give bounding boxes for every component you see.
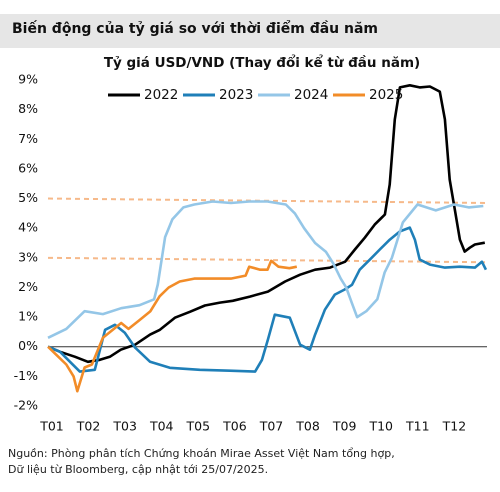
x-tick-label: T05 — [186, 419, 211, 434]
x-tick-label: T06 — [222, 419, 247, 434]
y-tick-label: 5% — [18, 190, 38, 205]
legend-label: 2023 — [219, 87, 253, 103]
series-line — [47, 84, 486, 364]
x-tick-label: T08 — [295, 419, 320, 434]
y-tick-label: 4% — [18, 220, 38, 235]
x-tick-label: T02 — [76, 419, 101, 434]
x-tick-label: T10 — [368, 419, 393, 434]
y-tick-label: 3% — [18, 249, 38, 264]
footer: Nguồn: Phòng phân tích Chứng khoán Mirae… — [8, 446, 395, 478]
footer-line: Dữ liệu từ Bloomberg, cập nhật tới 25/07… — [8, 463, 269, 476]
y-tick-label: 9% — [18, 72, 38, 87]
legend-label: 2024 — [294, 87, 328, 103]
x-tick-label: T09 — [332, 419, 357, 434]
x-tick-label: T04 — [149, 419, 174, 434]
y-tick-label: 0% — [18, 338, 38, 353]
series-line — [47, 259, 298, 393]
reference-line — [47, 256, 488, 264]
legend-label: 2022 — [144, 87, 178, 103]
y-tick-label: 6% — [18, 160, 38, 175]
y-tick-label: -1% — [14, 368, 38, 383]
x-tick-label: T03 — [112, 419, 137, 434]
y-tick-label: 2% — [18, 279, 38, 294]
y-tick-label: -2% — [14, 398, 38, 413]
chart: Tỷ giá USD/VND (Thay đổi kể từ đầu năm) … — [14, 54, 488, 434]
series-line — [47, 226, 488, 373]
footer-line: Nguồn: Phòng phân tích Chứng khoán Mirae… — [8, 447, 395, 460]
chart-title: Tỷ giá USD/VND (Thay đổi kể từ đầu năm) — [104, 54, 420, 71]
header-title: Biến động của tỷ giá so với thời điểm đầ… — [12, 21, 379, 37]
x-tick-label: T07 — [259, 419, 284, 434]
x-tick-label: T11 — [405, 419, 430, 434]
y-tick-label: 7% — [18, 131, 38, 146]
series-line — [47, 200, 484, 339]
x-tick-label: T01 — [39, 419, 64, 434]
header-bar: Biến động của tỷ giá so với thời điểm đầ… — [0, 14, 500, 48]
y-tick-label: 1% — [18, 309, 38, 324]
x-tick-label: T12 — [442, 419, 467, 434]
legend-label: 2025 — [369, 87, 403, 103]
y-tick-label: 8% — [18, 101, 38, 116]
